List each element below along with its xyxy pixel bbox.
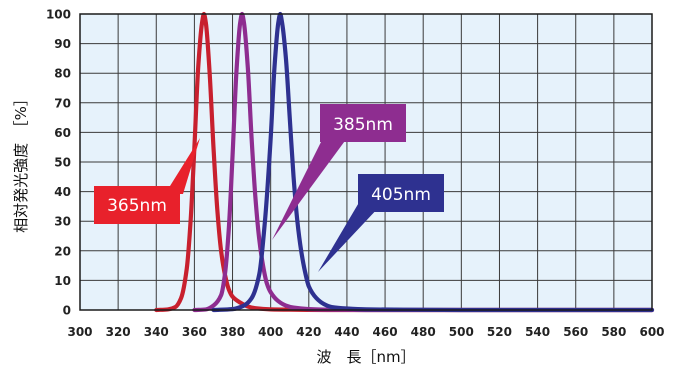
callout-405nm-label: 405nm <box>371 185 431 205</box>
x-tick-label: 520 <box>487 325 512 339</box>
series-line-385nm <box>192 11 655 313</box>
y-tick-label: 0 <box>63 304 71 318</box>
callout-385nm-pointer <box>272 128 350 240</box>
y-tick-label: 30 <box>54 215 71 229</box>
x-tick-label: 360 <box>182 325 207 339</box>
grid-lines <box>79 13 653 311</box>
callout-365nm-label: 365nm <box>107 196 167 216</box>
x-tick-label: 540 <box>525 325 550 339</box>
y-tick-label: 80 <box>54 67 71 81</box>
callout-405nm-box <box>358 174 444 212</box>
x-tick-label: 460 <box>373 325 398 339</box>
x-tick-label: 480 <box>411 325 436 339</box>
callout-365nm-box <box>94 186 180 224</box>
y-tick-label: 50 <box>54 156 71 170</box>
x-tick-label: 320 <box>106 325 131 339</box>
x-tick-label: 560 <box>563 325 588 339</box>
x-tick-label: 420 <box>296 325 321 339</box>
x-tick-label: 600 <box>639 325 664 339</box>
y-tick-label: 20 <box>54 244 71 258</box>
y-tick-label: 60 <box>54 126 71 140</box>
x-axis-title: 波 長［nm］ <box>316 348 415 366</box>
y-tick-labels: 0 10 20 30 40 50 60 70 80 90 100 <box>46 8 71 318</box>
y-tick-label: 90 <box>54 37 71 51</box>
x-tick-label: 340 <box>144 325 169 339</box>
callout-385nm: 385nm <box>272 104 406 240</box>
y-tick-label: 70 <box>54 96 71 110</box>
x-tick-label: 440 <box>334 325 359 339</box>
plot-frame <box>79 13 653 311</box>
x-tick-label: 380 <box>220 325 245 339</box>
y-axis-title: 相対発光強度 ［%］ <box>12 91 30 233</box>
x-tick-label: 580 <box>601 325 626 339</box>
callout-385nm-box <box>320 104 406 142</box>
y-tick-label: 10 <box>54 274 71 288</box>
callout-365nm: 365nm <box>94 138 200 224</box>
callout-405nm-pointer <box>318 194 380 272</box>
x-tick-label: 300 <box>67 325 92 339</box>
series-line-405nm <box>211 11 655 313</box>
y-tick-label: 100 <box>46 8 71 22</box>
callout-405nm: 405nm <box>318 174 444 272</box>
x-tick-label: 400 <box>258 325 283 339</box>
y-tick-label: 40 <box>54 185 71 199</box>
x-tick-labels: 300 320 340 360 380 400 420 440 460 480 500 520 540 5… <box>67 325 664 339</box>
callout-365nm-pointer <box>165 138 200 194</box>
callout-385nm-label: 385nm <box>333 115 393 135</box>
x-tick-label: 500 <box>449 325 474 339</box>
